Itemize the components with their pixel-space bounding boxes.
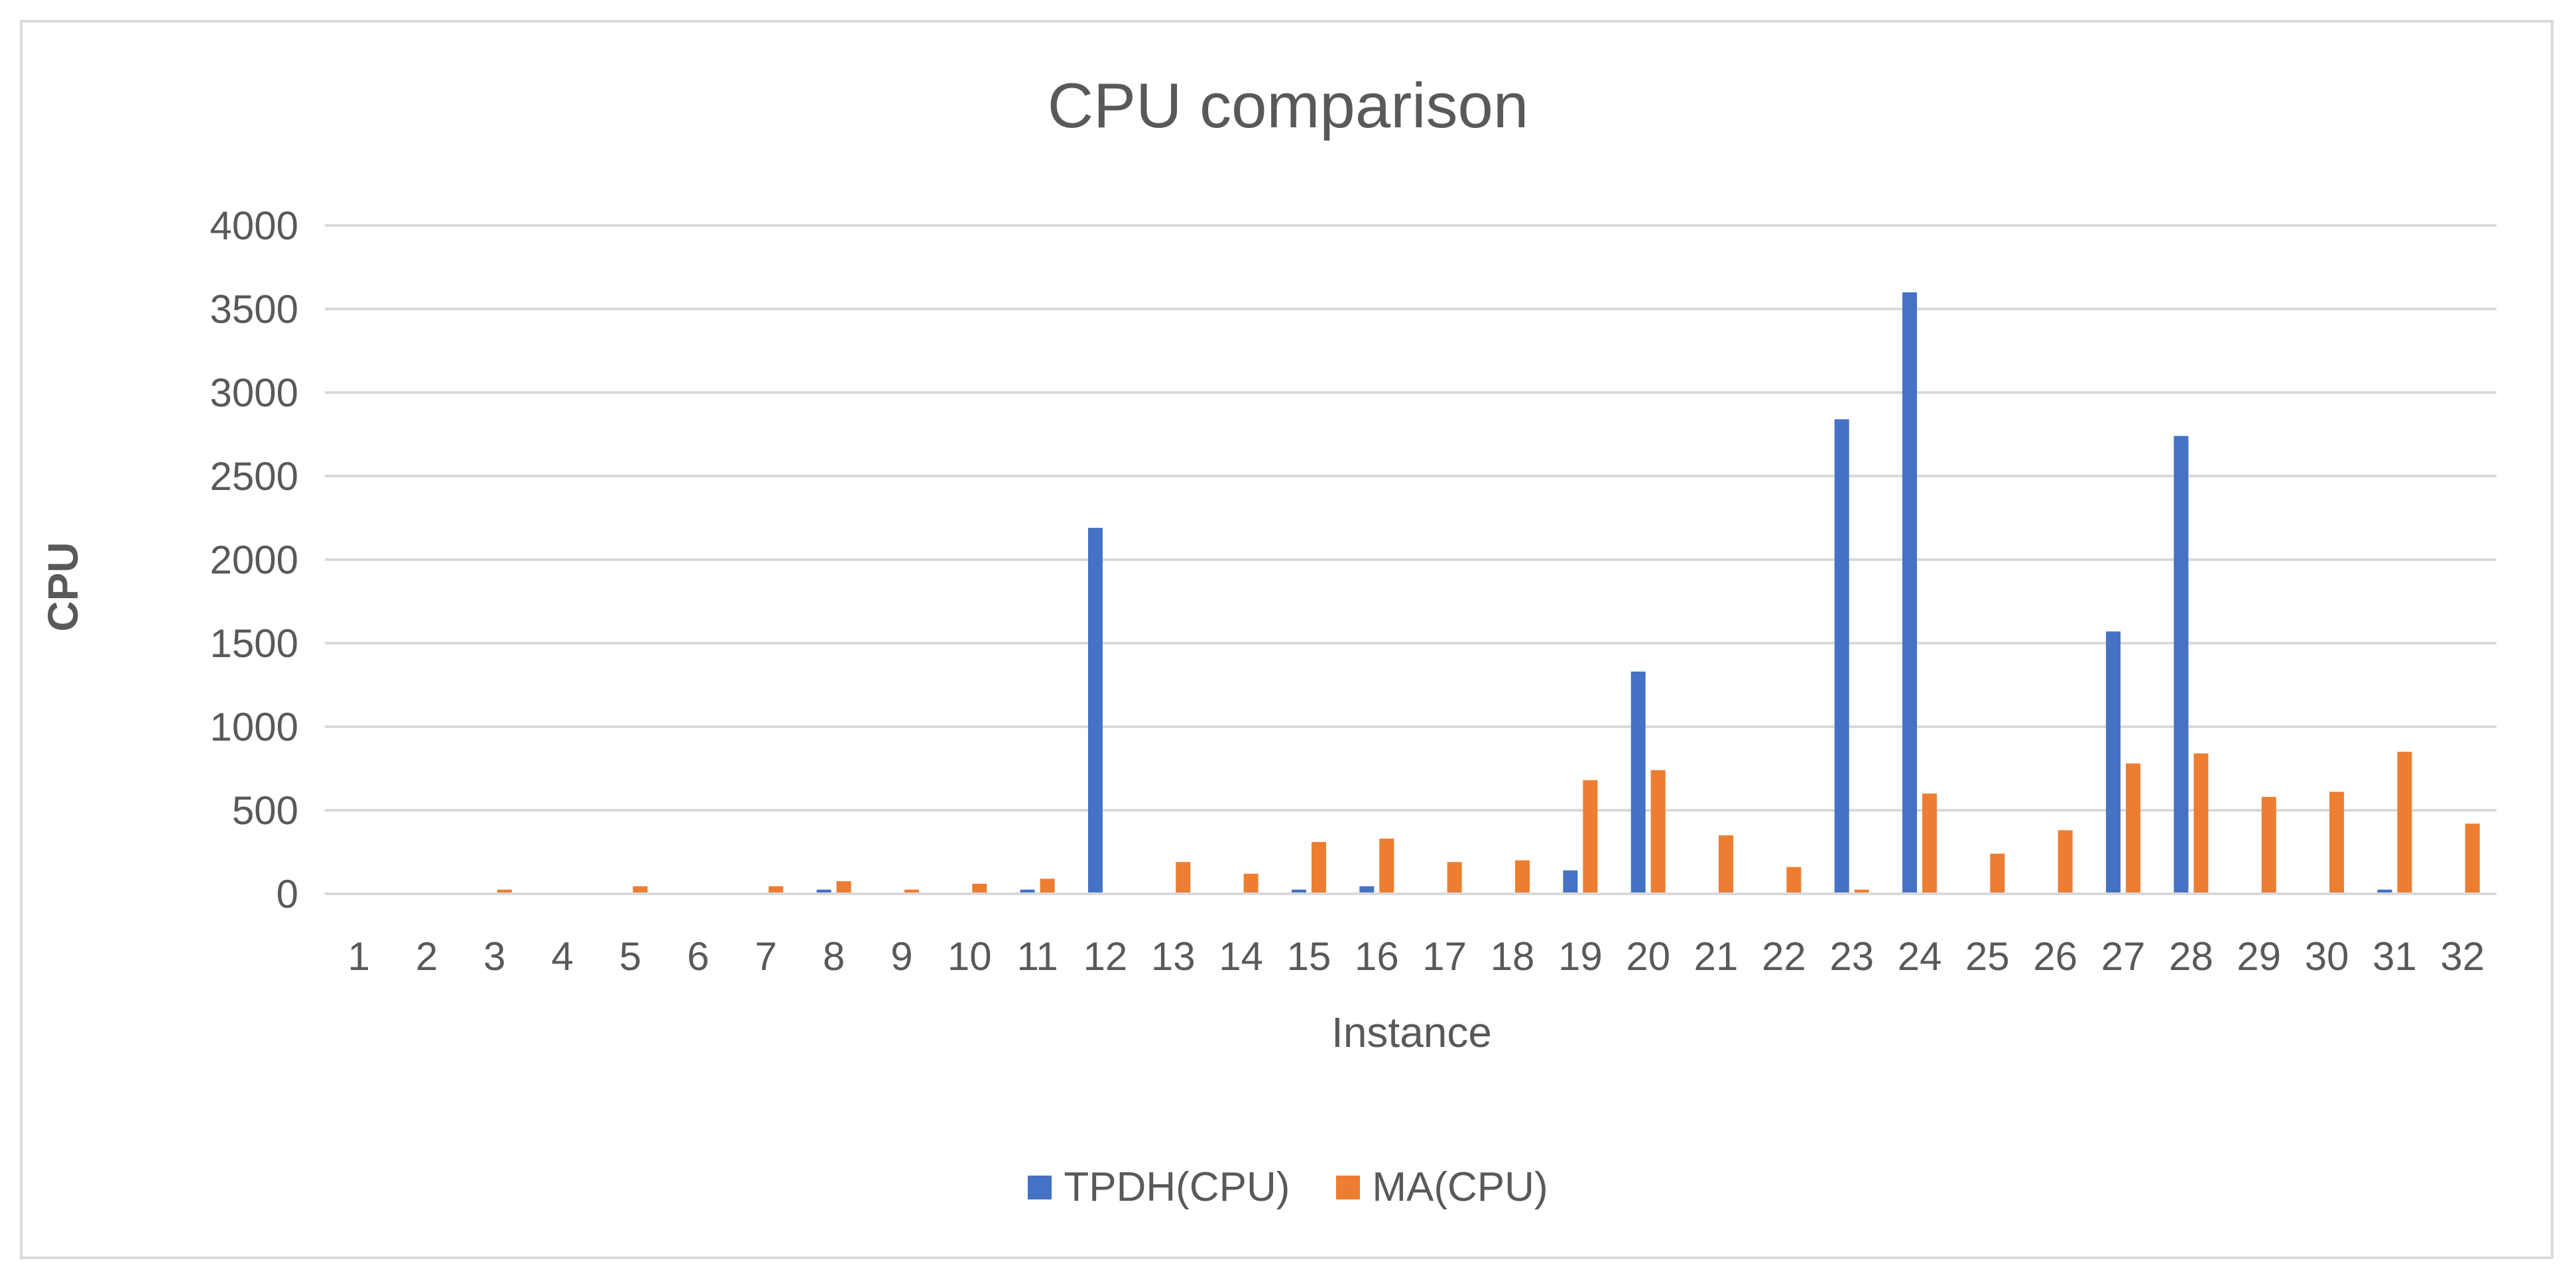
bar-ma-23 (1854, 889, 1869, 894)
bar-ma-16 (1379, 838, 1394, 894)
x-tick-label: 8 (823, 934, 845, 979)
x-tick-label: 9 (890, 934, 912, 979)
bar-tpdh-27 (2106, 631, 2121, 894)
x-tick-label: 7 (755, 934, 777, 979)
bar-tpdh-19 (1563, 870, 1578, 894)
x-tick-label: 23 (1829, 934, 1874, 979)
bar-ma-7 (768, 886, 784, 894)
bar-tpdh-12 (1087, 528, 1103, 894)
chart-title: CPU comparison (1047, 70, 1529, 141)
x-tick-label: 29 (2237, 934, 2281, 979)
x-tick-label: 24 (1898, 934, 1942, 979)
x-tick-label: 19 (1558, 934, 1603, 979)
x-tick-label: 12 (1083, 934, 1128, 979)
bar-ma-5 (633, 886, 648, 894)
y-tick-label: 0 (276, 872, 298, 916)
x-tick-label: 4 (552, 934, 574, 979)
bar-ma-29 (2261, 796, 2276, 894)
x-tick-label: 10 (948, 934, 992, 979)
bar-ma-31 (2397, 751, 2412, 894)
x-tick-label: 6 (687, 934, 709, 979)
legend-item-tpdh: TPDH(CPU) (1028, 1164, 1290, 1211)
x-tick-label: 30 (2305, 934, 2349, 979)
x-tick-label: 18 (1491, 934, 1535, 979)
bar-tpdh-31 (2377, 889, 2392, 894)
bar-tpdh-24 (1902, 292, 1918, 894)
legend-swatch-tpdh (1028, 1175, 1052, 1199)
y-axis-label: CPU (39, 542, 87, 632)
x-tick-label: 3 (483, 934, 505, 979)
bar-ma-10 (972, 883, 987, 894)
x-tick-label: 31 (2372, 934, 2417, 979)
bar-ma-11 (1040, 879, 1055, 894)
bar-ma-8 (836, 881, 851, 894)
bar-ma-28 (2193, 753, 2209, 894)
x-tick-label: 16 (1355, 934, 1399, 979)
legend-label-ma: MA(CPU) (1372, 1164, 1548, 1210)
y-tick-label: 1000 (210, 705, 298, 749)
x-tick-label: 25 (1965, 934, 2010, 979)
bar-ma-27 (2126, 763, 2141, 894)
bar-ma-13 (1176, 862, 1191, 894)
x-tick-label: 1 (347, 934, 369, 979)
bars (341, 292, 2480, 894)
x-tick-label: 20 (1626, 934, 1670, 979)
y-tick-label: 3500 (210, 287, 298, 332)
x-tick-label: 26 (2033, 934, 2077, 979)
x-tick-label: 15 (1287, 934, 1331, 979)
legend: TPDH(CPU) MA(CPU) (0, 1164, 2576, 1211)
legend-item-ma: MA(CPU) (1336, 1164, 1548, 1211)
x-tick-labels: 1 2 3 4 5 6 7 8 9 10 11 12 13 14 15 16 17 18 19 20 21 22 23 24 2… (347, 934, 2484, 979)
bar-ma-15 (1311, 841, 1326, 894)
y-tick-label: 1500 (210, 621, 298, 666)
y-tick-label: 500 (232, 788, 298, 833)
bar-ma-21 (1719, 835, 1734, 894)
bar-tpdh-15 (1291, 889, 1306, 894)
bar-ma-25 (1990, 853, 2005, 894)
legend-swatch-ma (1336, 1175, 1361, 1199)
bar-ma-19 (1583, 780, 1598, 894)
bar-ma-18 (1515, 860, 1530, 894)
x-tick-label: 11 (1016, 934, 1058, 979)
bar-ma-14 (1243, 873, 1258, 894)
x-tick-label: 14 (1219, 934, 1263, 979)
bar-ma-17 (1447, 862, 1462, 894)
x-axis-label: Instance (1331, 1008, 1492, 1056)
legend-label-tpdh: TPDH(CPU) (1064, 1164, 1290, 1210)
x-tick-label: 2 (416, 934, 438, 979)
x-tick-label: 21 (1694, 934, 1739, 979)
x-tick-label: 32 (2440, 934, 2484, 979)
bar-tpdh-28 (2174, 436, 2189, 894)
bar-ma-30 (2329, 792, 2345, 894)
bar-tpdh-11 (1020, 889, 1035, 894)
x-tick-label: 22 (1762, 934, 1806, 979)
bar-tpdh-23 (1834, 419, 1849, 894)
x-tick-label: 5 (619, 934, 641, 979)
bar-tpdh-20 (1630, 671, 1646, 894)
bar-ma-26 (2057, 830, 2073, 894)
bar-tpdh-16 (1359, 886, 1375, 894)
y-tick-label: 3000 (210, 371, 298, 415)
gridlines (325, 224, 2496, 812)
x-tick-label: 13 (1151, 934, 1196, 979)
bar-ma-22 (1786, 867, 1802, 894)
x-tick-label: 27 (2101, 934, 2146, 979)
bar-ma-3 (497, 889, 512, 894)
bar-tpdh-8 (816, 889, 831, 894)
x-tick-label: 28 (2169, 934, 2213, 979)
y-tick-label: 4000 (210, 204, 298, 248)
bar-ma-20 (1650, 770, 1666, 894)
x-tick-label: 17 (1422, 934, 1467, 979)
y-tick-labels: 0 500 1000 1500 2000 2500 3000 3500 4000 (210, 204, 298, 916)
bar-ma-32 (2465, 823, 2480, 894)
y-tick-label: 2500 (210, 454, 298, 499)
bar-ma-9 (904, 889, 919, 894)
bar-ma-24 (1922, 793, 1937, 894)
y-tick-label: 2000 (210, 538, 298, 582)
